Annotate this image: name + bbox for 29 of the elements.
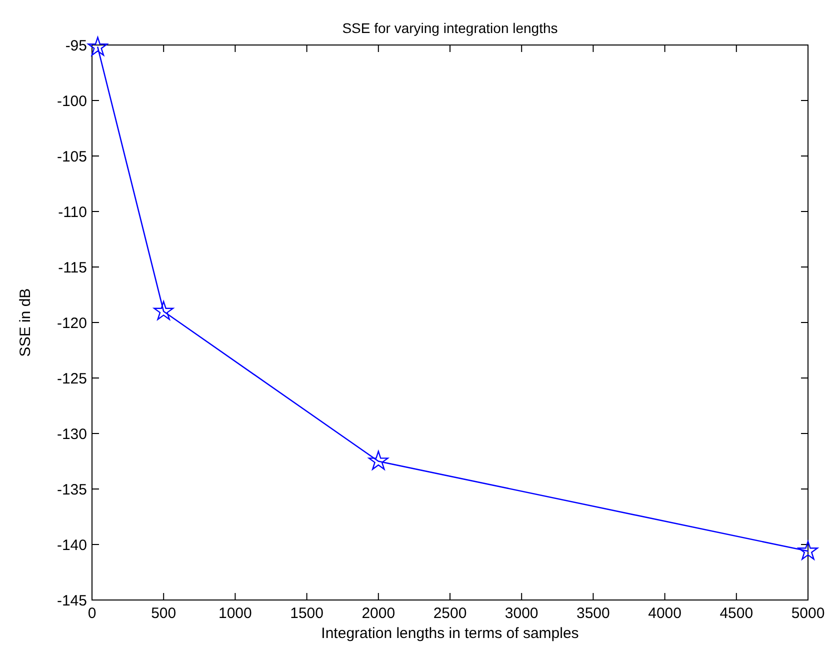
point (154, 300, 174, 320)
x-tick-label: 1000 (218, 605, 252, 622)
x-tick-label: 4000 (648, 605, 682, 622)
chart-title: SSE for varying integration lengths (342, 20, 558, 36)
y-tick-label: -100 (56, 92, 87, 110)
point (798, 540, 818, 560)
x-tick-label: 500 (151, 605, 176, 622)
x-axis-title: Integration lengths in terms of samples (321, 625, 579, 642)
y-tick-label: -110 (58, 204, 87, 221)
y-tick-label: -125 (56, 370, 87, 388)
x-tick-label: 5000 (791, 605, 825, 622)
y-tick-label: -130 (56, 426, 87, 443)
y-tick-label: -135 (56, 481, 87, 498)
x-tick-label: 1500 (290, 605, 324, 622)
x-tick-label: 3000 (504, 605, 538, 622)
point (88, 36, 108, 56)
x-tick-label: 2500 (433, 605, 467, 622)
x-tick-label: 2000 (362, 605, 396, 622)
y-tick-label: -115 (58, 259, 87, 276)
y-tick-label: -140 (56, 536, 87, 554)
point (368, 450, 388, 470)
y-axis-title: SSE in dB (17, 288, 34, 357)
y-tick-label: -120 (56, 314, 87, 332)
x-tick-label: 3500 (576, 605, 610, 622)
x-tick-label: 4500 (720, 605, 754, 622)
y-tick-label: -95 (65, 37, 87, 54)
x-tick-label: 0 (88, 605, 96, 622)
y-tick-label: -105 (56, 148, 87, 166)
y-tick-label: -145 (56, 592, 87, 610)
